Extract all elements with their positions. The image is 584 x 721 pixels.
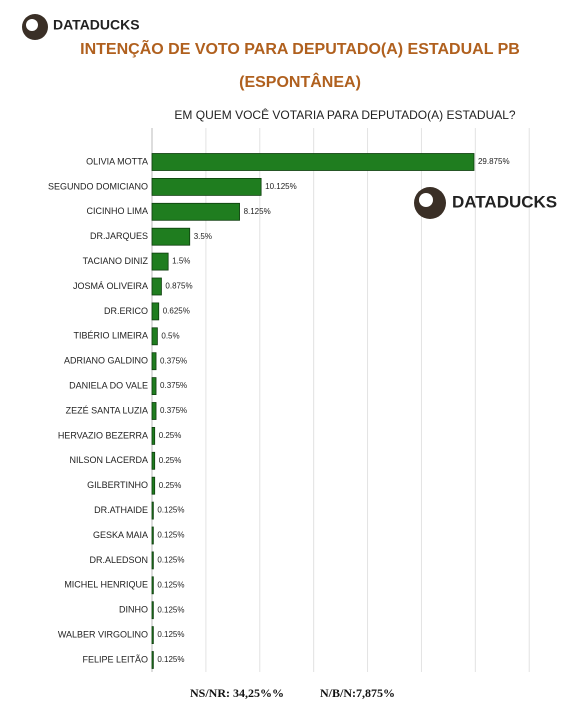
category-label: MICHEL HENRIQUE	[64, 580, 148, 590]
value-label: 3.5%	[194, 232, 212, 241]
category-label: DINHO	[119, 605, 148, 615]
category-label: NILSON LACERDA	[69, 455, 148, 465]
category-label: DR.ATHAIDE	[94, 505, 148, 515]
category-label: SEGUNDO DOMICIANO	[48, 181, 148, 191]
title-line: INTENÇÃO DE VOTO PARA DEPUTADO(A) ESTADU…	[80, 38, 520, 58]
category-label: JOSMÁ OLIVEIRA	[73, 281, 148, 291]
bar	[151, 426, 156, 445]
value-label: 1.5%	[172, 257, 190, 266]
value-label: 0.25%	[159, 431, 182, 440]
value-label: 10.125%	[265, 182, 297, 191]
footer-note: NS/NR: 34,25%%	[190, 686, 284, 700]
value-label: 0.25%	[159, 481, 182, 490]
category-label: GESKA MAIA	[93, 530, 148, 540]
bar	[151, 377, 157, 396]
bar	[151, 501, 154, 520]
watermark: DATADUCKS	[452, 192, 557, 211]
bar	[151, 402, 157, 420]
bar	[151, 476, 156, 495]
bar	[151, 601, 154, 620]
value-label: 0.125%	[157, 506, 184, 515]
value-label: 0.375%	[160, 406, 187, 415]
category-label: DANIELA DO VALE	[69, 380, 148, 390]
category-label: CICINHO LIMA	[86, 206, 148, 216]
bar	[151, 327, 158, 346]
watermark-icon-detail	[419, 193, 433, 207]
category-label: TACIANO DINIZ	[83, 256, 149, 266]
bar	[151, 576, 154, 595]
category-label: DR.ALEDSON	[89, 555, 148, 565]
value-label: 0.125%	[157, 531, 184, 540]
bar	[151, 227, 191, 246]
value-label: 0.5%	[161, 331, 179, 340]
brand: DATADUCKS	[53, 17, 140, 33]
category-label: FELIPE LEITÃO	[82, 654, 148, 664]
value-label: 29.875%	[478, 157, 510, 166]
title-line: (ESPONTÂNEA)	[239, 72, 361, 91]
value-label: 0.125%	[157, 556, 184, 565]
bar	[151, 277, 162, 296]
category-label: HERVAZIO BEZERRA	[58, 430, 148, 440]
bar	[151, 302, 160, 321]
footer-note: N/B/N:7,875%	[320, 686, 395, 700]
value-label: 0.125%	[157, 655, 184, 664]
value-label: 0.375%	[160, 381, 187, 390]
bar	[151, 252, 169, 271]
bar	[151, 551, 154, 570]
bar	[151, 202, 240, 221]
logo-icon-detail	[26, 19, 38, 31]
category-label: OLIVIA MOTTA	[86, 156, 148, 166]
bar	[151, 451, 156, 470]
category-label: TIBÉRIO LIMEIRA	[73, 331, 148, 341]
category-label: GILBERTINHO	[87, 480, 148, 490]
bar	[151, 626, 154, 644]
category-label: DR.JARQUES	[90, 231, 148, 241]
value-label: 0.125%	[157, 630, 184, 639]
category-label: ADRIANO GALDINO	[64, 356, 148, 366]
value-label: 0.125%	[157, 605, 184, 614]
bar	[151, 352, 157, 371]
category-label: DR.ERICO	[104, 306, 148, 316]
chart-title: EM QUEM VOCÊ VOTARIA PARA DEPUTADO(A) ES…	[174, 107, 516, 122]
value-label: 0.375%	[160, 356, 187, 365]
bar	[151, 651, 154, 669]
value-label: 0.875%	[165, 282, 192, 291]
category-label: ZEZÉ SANTA LUZIA	[66, 405, 148, 415]
value-label: 0.625%	[163, 307, 190, 316]
bar	[151, 177, 262, 196]
value-label: 0.125%	[157, 580, 184, 589]
category-label: WALBER VIRGOLINO	[58, 629, 148, 639]
bar	[151, 153, 475, 171]
value-label: 8.125%	[244, 207, 271, 216]
bar	[151, 526, 154, 545]
value-label: 0.25%	[159, 456, 182, 465]
